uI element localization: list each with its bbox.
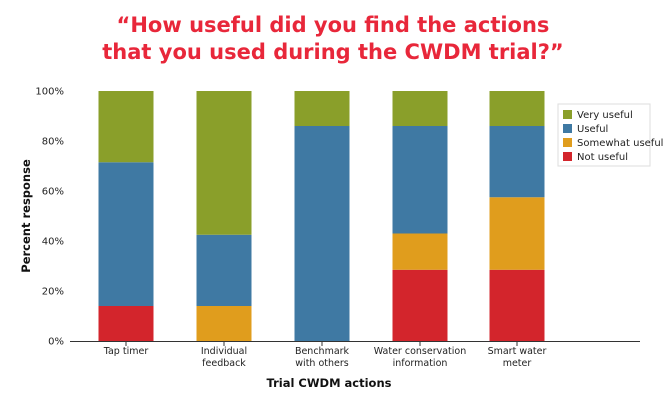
category-label: Tap timer bbox=[103, 346, 149, 357]
bar-segment bbox=[392, 91, 448, 126]
legend-swatch bbox=[563, 152, 572, 161]
bar-segment bbox=[98, 306, 154, 341]
legend-label: Somewhat useful bbox=[577, 138, 663, 149]
bars bbox=[98, 91, 545, 341]
y-axis-title: Percent response bbox=[19, 159, 33, 273]
bar-segment bbox=[392, 233, 448, 270]
y-tick-label: 100% bbox=[35, 87, 64, 98]
bar-segment bbox=[489, 269, 545, 341]
category-label: Water conservation bbox=[374, 346, 467, 357]
bar-segment bbox=[196, 234, 252, 306]
legend-swatch bbox=[563, 124, 572, 133]
y-tick-label: 40% bbox=[42, 237, 64, 248]
x-axis-title: Trial CWDM actions bbox=[267, 376, 392, 390]
y-tick-label: 80% bbox=[42, 137, 64, 148]
bar-segment bbox=[294, 126, 350, 341]
category-label: meter bbox=[503, 358, 532, 369]
legend-label: Very useful bbox=[577, 110, 633, 121]
bar-segment bbox=[489, 91, 545, 126]
bar-segment bbox=[489, 197, 545, 270]
bar-segment bbox=[196, 306, 252, 341]
legend-label: Not useful bbox=[577, 152, 628, 163]
legend-swatch bbox=[563, 138, 572, 147]
category-label: Benchmark bbox=[295, 346, 350, 357]
bar-segment bbox=[489, 126, 545, 198]
bar-segment bbox=[392, 269, 448, 341]
x-axis bbox=[70, 341, 640, 346]
bar-segment bbox=[294, 91, 350, 126]
category-label: Individual bbox=[201, 346, 247, 357]
y-tick-label: 60% bbox=[42, 187, 64, 198]
y-tick-label: 0% bbox=[48, 337, 64, 348]
bar-segment bbox=[98, 162, 154, 306]
legend-label: Useful bbox=[577, 124, 608, 135]
category-label: Smart water bbox=[488, 346, 547, 357]
category-label: with others bbox=[295, 358, 348, 369]
chart-title-line-2: that you used during the CWDM trial?” bbox=[102, 40, 564, 64]
legend-box bbox=[557, 103, 651, 167]
chart-title-line-1: “How useful did you find the actions bbox=[116, 13, 550, 37]
category-label: feedback bbox=[202, 358, 246, 369]
bar-segment bbox=[98, 91, 154, 163]
bar-segment bbox=[392, 126, 448, 234]
category-label: information bbox=[393, 358, 448, 369]
legend: Very useful Useful Somewhat useful Not usef… bbox=[557, 103, 663, 167]
bar-segment bbox=[196, 91, 252, 235]
legend-swatch bbox=[563, 110, 572, 119]
y-tick-label: 20% bbox=[42, 287, 64, 298]
y-axis-ticks: 0% 20% 40% 60% 80% 100% bbox=[35, 87, 64, 348]
